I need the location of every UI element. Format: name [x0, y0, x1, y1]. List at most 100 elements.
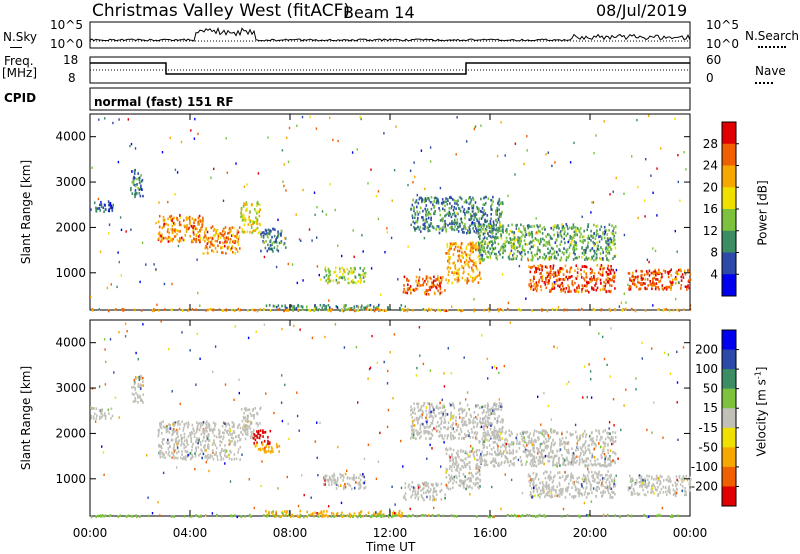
vel-cell [487, 422, 490, 426]
power-cell [471, 244, 473, 248]
vel-cell [171, 429, 174, 432]
vel-cell [425, 491, 427, 494]
vel-cell [276, 445, 278, 449]
power-cell [553, 250, 556, 253]
vel-cell [550, 455, 552, 459]
vel-cell [193, 432, 196, 436]
power-cell [589, 249, 592, 252]
power-cell [548, 239, 550, 243]
vel-cell [203, 446, 206, 450]
power-cell [434, 210, 436, 213]
power-cell [651, 271, 654, 275]
power-cell [456, 280, 459, 284]
power-cell [273, 246, 276, 250]
power-cell [447, 249, 450, 252]
vel-cell [342, 474, 344, 477]
vel-cell [590, 431, 593, 435]
power-cell [460, 248, 463, 251]
power-cell [582, 241, 584, 244]
vel-cell [444, 426, 446, 429]
vel-cell [548, 456, 551, 459]
vel-cell [607, 435, 609, 439]
power-cell [500, 246, 502, 249]
power-speckle [623, 292, 625, 295]
power-cell [572, 245, 575, 249]
power-cell [410, 207, 412, 211]
power-cell [267, 232, 270, 235]
power-cell [496, 229, 499, 232]
vel-cell [522, 439, 524, 443]
vel-cell [609, 457, 611, 461]
power-speckle [360, 117, 362, 121]
power-cell [629, 278, 631, 282]
power-cell [267, 228, 269, 232]
vel-cell [607, 451, 610, 455]
power-cell [141, 188, 143, 191]
vel-cell [604, 441, 607, 445]
power-cell [452, 227, 454, 231]
power-speckle [90, 295, 92, 298]
vel-cell [603, 477, 606, 480]
power-cell [533, 282, 536, 286]
power-cell [188, 215, 191, 219]
vel-cell [224, 444, 226, 447]
power-cell [613, 271, 616, 274]
power-cell [658, 268, 660, 272]
vel-cell [266, 442, 269, 445]
power-cell [362, 307, 365, 311]
power-cell [490, 207, 492, 211]
power-cell [437, 289, 439, 293]
power-speckle [242, 216, 244, 219]
power-cell [468, 257, 471, 260]
vel-cell [431, 415, 433, 418]
power-cell [350, 280, 353, 283]
vel-cell [557, 431, 559, 434]
power-cell [175, 228, 178, 232]
power-cell [176, 238, 179, 242]
vel-cell [470, 479, 472, 483]
vel-cell [421, 495, 423, 498]
power-cell [256, 204, 258, 207]
vel-cell [188, 453, 190, 457]
vel-cell [262, 429, 264, 432]
vel-cell [177, 423, 179, 426]
power-cell [466, 261, 469, 264]
power-cell [549, 267, 552, 270]
power-cell [631, 279, 634, 283]
power-cell [538, 280, 540, 284]
power-cell [572, 226, 574, 230]
power-cell [426, 276, 429, 279]
power-cell [655, 273, 657, 277]
power-cell [167, 217, 169, 221]
vel-cell [407, 485, 410, 489]
power-speckle [112, 121, 114, 125]
power-cell [262, 240, 264, 243]
vel-cell [191, 453, 193, 457]
power-cell [452, 261, 454, 265]
vel-cell [104, 415, 107, 418]
power-cell [602, 257, 604, 260]
vel-cell [359, 486, 362, 489]
power-cell [608, 245, 610, 249]
vel-cell [537, 450, 539, 453]
vel-cell [459, 458, 462, 462]
power-cell [438, 279, 440, 283]
power-cell [593, 258, 595, 262]
power-cell [202, 216, 204, 220]
vel-cell [477, 465, 479, 469]
vel-cell [565, 436, 567, 440]
power-cell [478, 254, 480, 257]
vel-cell [590, 437, 593, 441]
vel-cell [504, 438, 506, 442]
vel-cell [546, 446, 548, 450]
power-cell [357, 309, 359, 312]
vel-cell [212, 451, 214, 454]
vel-cell [446, 434, 449, 437]
power-cell [636, 277, 639, 281]
vel-cell [253, 414, 255, 417]
power-speckle [423, 236, 426, 240]
power-cell [469, 243, 472, 246]
vel-cell [587, 448, 589, 451]
vel-cell [211, 455, 213, 458]
power-cell [613, 280, 615, 283]
